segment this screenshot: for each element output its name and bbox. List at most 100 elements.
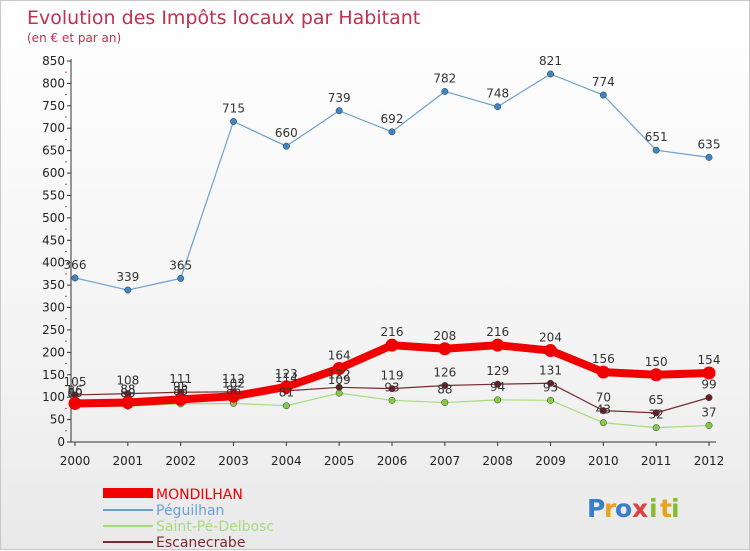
data-point (335, 107, 343, 115)
data-label: 112 (222, 372, 245, 386)
x-tick-label: 2002 (165, 454, 196, 468)
y-tick-label: 300 (42, 301, 65, 315)
data-label: 99 (701, 378, 716, 392)
data-label: 216 (381, 325, 404, 339)
data-point (599, 419, 607, 427)
data-label: 774 (592, 75, 615, 89)
data-point (335, 383, 343, 391)
x-tick-label: 2000 (60, 454, 91, 468)
data-label: 70 (596, 391, 611, 405)
x-tick-label: 2004 (271, 454, 302, 468)
data-label: 109 (328, 373, 351, 387)
data-point (335, 389, 343, 397)
data-point (596, 365, 610, 379)
legend-swatch-mondilhan (103, 488, 153, 498)
data-label: 715 (222, 102, 245, 116)
y-tick-label: 750 (42, 99, 65, 113)
data-point (282, 402, 290, 410)
logo-letter: P (587, 494, 605, 523)
x-tick-label: 2006 (377, 454, 408, 468)
data-label: 150 (645, 355, 668, 369)
data-label: 43 (596, 403, 611, 417)
data-point (388, 385, 396, 393)
data-label: 365 (169, 258, 192, 272)
logo-letter: i (671, 494, 680, 523)
x-tick-label: 2010 (588, 454, 619, 468)
data-label: 204 (539, 331, 562, 345)
data-label: 821 (539, 54, 562, 68)
data-point (441, 399, 449, 407)
data-point (705, 394, 713, 402)
data-label: 86 (67, 383, 82, 397)
data-point (441, 88, 449, 95)
data-point (544, 344, 557, 358)
y-tick-label: 550 (42, 188, 65, 202)
data-label: 739 (328, 91, 351, 105)
y-tick-label: 100 (42, 390, 65, 404)
data-point (174, 392, 188, 406)
legend-label: Saint-Pé-Delbosc (156, 519, 274, 535)
data-point (491, 338, 505, 352)
x-tick-label: 2003 (218, 454, 249, 468)
data-point (282, 142, 290, 150)
y-tick-label: 700 (42, 121, 65, 135)
data-point (124, 286, 132, 294)
x-tick-label: 2011 (641, 454, 672, 468)
data-point (649, 368, 663, 382)
x-tick-label: 2005 (324, 454, 355, 468)
logo-letter: o (615, 494, 632, 523)
y-tick-label: 0 (57, 435, 65, 449)
data-point (652, 146, 660, 154)
data-label: 32 (649, 408, 664, 422)
data-label: 651 (645, 130, 668, 144)
logo-letter: i (649, 494, 658, 523)
legend: MONDILHANPéguilhanSaint-Pé-DelboscEscane… (103, 487, 274, 551)
data-label: 85 (173, 384, 188, 398)
data-label: 216 (486, 325, 509, 339)
data-point (494, 380, 502, 388)
chart-subtitle: (en € et par an) (27, 31, 121, 45)
y-tick-label: 500 (42, 211, 65, 225)
data-label: 88 (120, 383, 135, 397)
data-label: 37 (701, 405, 716, 419)
y-tick-label: 850 (42, 54, 65, 68)
y-tick-label: 350 (42, 278, 65, 292)
data-label: 782 (433, 71, 456, 85)
data-point (547, 379, 554, 387)
data-label: 339 (116, 270, 139, 284)
logo-letter: t (660, 494, 672, 523)
data-point (388, 128, 396, 136)
data-label: 208 (433, 329, 456, 343)
data-point (705, 153, 713, 161)
legend-label: MONDILHAN (156, 487, 243, 503)
data-label: 692 (381, 112, 404, 126)
data-point (71, 274, 79, 282)
y-tick-label: 400 (42, 256, 65, 270)
data-point (705, 421, 713, 429)
logo-letter: x (632, 494, 648, 523)
data-label: 88 (437, 383, 452, 397)
data-label: 114 (275, 371, 298, 385)
data-label: 93 (384, 380, 399, 394)
data-point (279, 380, 293, 394)
y-tick-label: 150 (42, 368, 65, 382)
data-point (388, 396, 396, 404)
data-point (702, 366, 716, 380)
data-point (121, 396, 135, 410)
axes: 0 50 100 150 200 250 300 350 400 450 500 550 600 650 7… (42, 54, 724, 468)
series-group (68, 70, 716, 432)
data-label: 131 (539, 363, 562, 377)
data-point (438, 342, 452, 356)
data-label: 65 (649, 393, 664, 407)
data-point (230, 118, 237, 125)
data-point (547, 396, 554, 404)
data-label: 660 (275, 126, 298, 140)
data-point (227, 389, 240, 403)
y-tick-label: 450 (42, 233, 65, 247)
data-label: 156 (592, 352, 615, 366)
y-tick-label: 800 (42, 76, 65, 90)
data-point (441, 382, 449, 389)
chart-title: Evolution des Impôts locaux par Habitant (27, 7, 420, 29)
